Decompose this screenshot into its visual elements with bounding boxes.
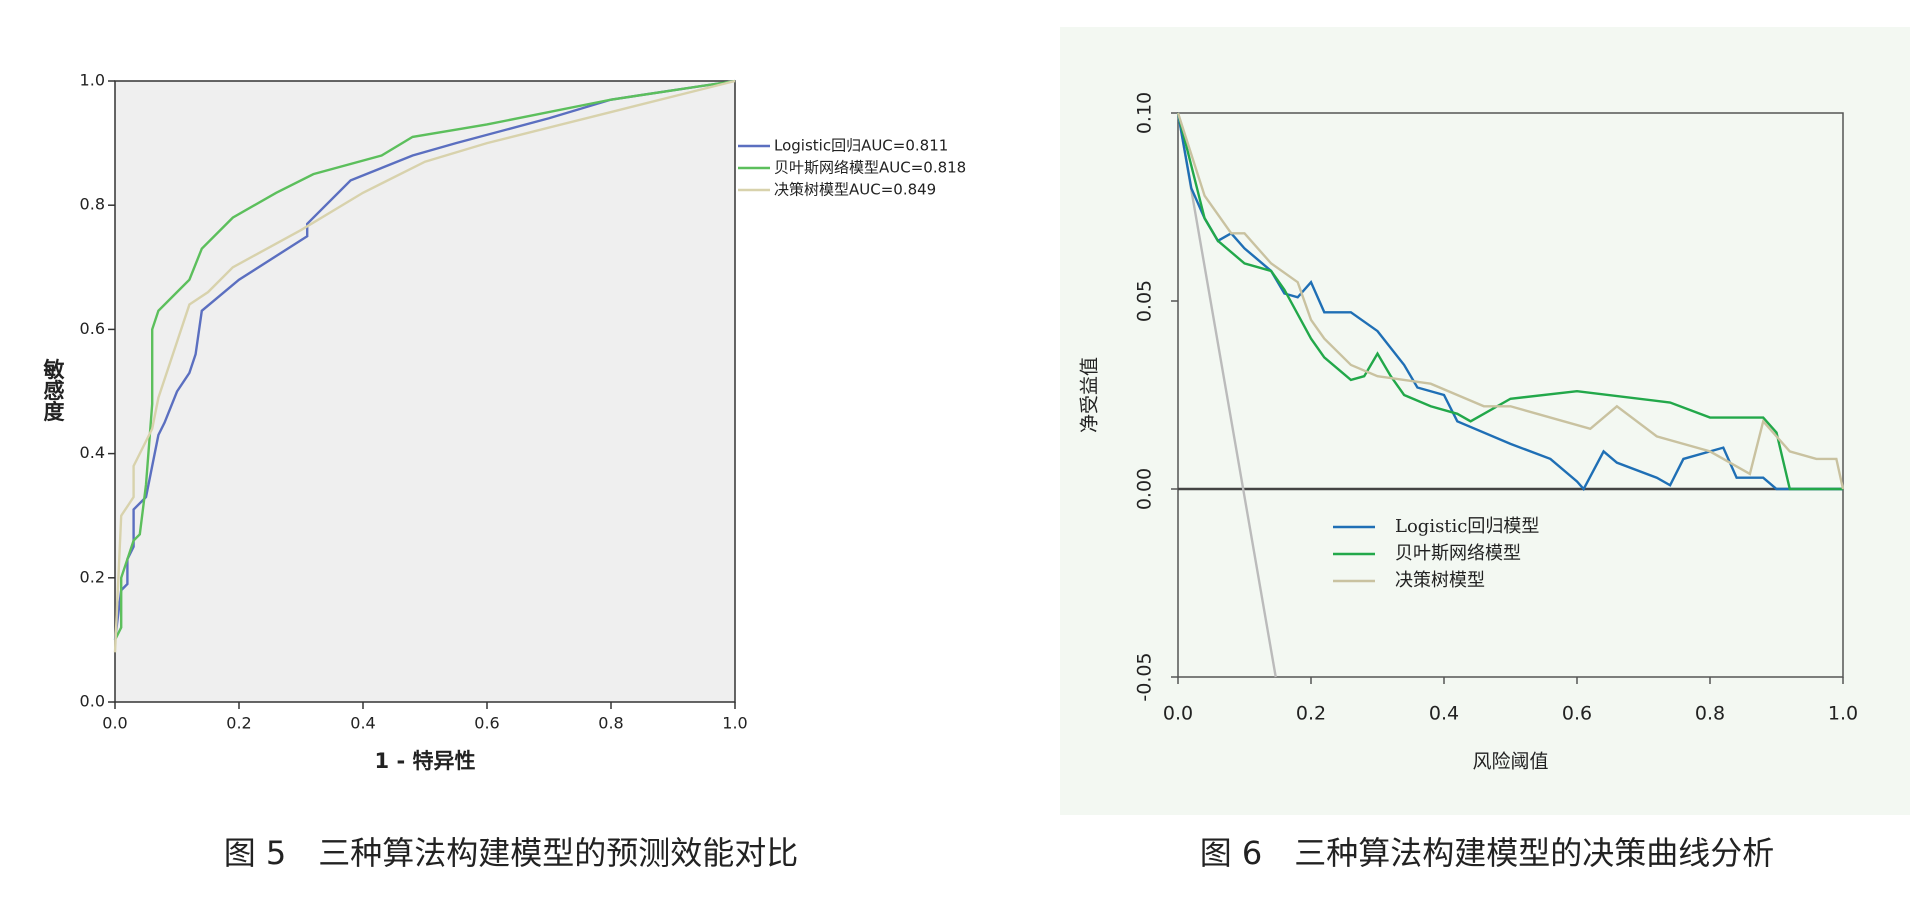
y-axis-label: 净受益值 [1079,357,1101,433]
plot-area [1177,112,1844,678]
x-axis-label: 风险阈值 [1472,751,1548,773]
series-line [1176,112,1277,678]
legend-label: 贝叶斯网络模型AUC=0.818 [774,159,966,177]
y-tick-label: 0.2 [80,567,105,586]
y-tick-label: 0.0 [80,692,105,711]
plot-area [114,80,736,703]
x-tick-label: 0.0 [1163,703,1193,725]
y-tick-label: -0.05 [1134,652,1156,701]
panel-background [1060,27,1910,815]
y-tick-label: 1.0 [80,71,105,90]
series-line [1176,112,1843,492]
x-tick-label: 0.6 [474,714,499,733]
figure-caption: 图 6 三种算法构建模型的决策曲线分析 [1200,834,1775,872]
x-tick-label: 0.2 [1296,703,1326,725]
y-tick-label: 0.4 [80,443,105,462]
series-line [1176,112,1843,491]
series-line [113,79,736,641]
x-tick-label: 1.0 [1828,703,1858,725]
y-tick-label: 0.10 [1134,92,1156,134]
y-tick-label: 0.8 [80,195,105,214]
figure-caption: 图 5 三种算法构建模型的预测效能对比 [224,834,799,872]
x-tick-label: 0.0 [102,714,127,733]
x-tick-label: 1.0 [722,714,747,733]
x-tick-label: 0.4 [350,714,375,733]
x-axis-label: 1 - 特异性 [375,749,476,773]
series-line [113,79,736,641]
y-tick-label: 0.6 [80,319,105,338]
legend-label: 决策树模型 [1395,570,1485,591]
legend-label: Logistic回归模型 [1395,516,1539,537]
x-tick-label: 0.4 [1429,703,1459,725]
legend-label: 贝叶斯网络模型 [1395,543,1521,564]
x-tick-label: 0.8 [598,714,623,733]
x-tick-label: 0.8 [1695,703,1725,725]
y-tick-label: 0.05 [1134,280,1156,322]
y-axis-label: 敏感度 [41,358,66,423]
legend-label: 决策树模型AUC=0.849 [774,181,936,199]
x-tick-label: 0.2 [226,714,251,733]
series-line [1176,112,1845,490]
x-tick-label: 0.6 [1562,703,1592,725]
series-line [113,79,736,653]
y-tick-label: 0.00 [1134,468,1156,510]
legend-label: Logistic回归AUC=0.811 [774,137,948,155]
